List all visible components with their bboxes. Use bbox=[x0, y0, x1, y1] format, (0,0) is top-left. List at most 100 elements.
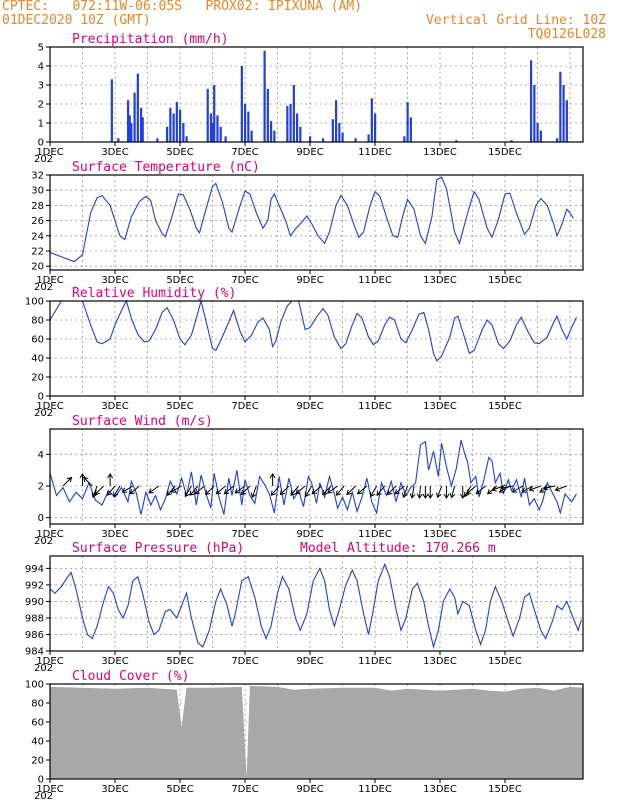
wind-arrow bbox=[427, 486, 434, 499]
precip-bar bbox=[539, 130, 542, 142]
year-fragment: 202 bbox=[34, 408, 53, 419]
xtick-label: 9DEC bbox=[296, 401, 323, 412]
precip-bar bbox=[565, 100, 568, 142]
wind-arrow bbox=[511, 485, 524, 493]
xtick-label: 5DEC bbox=[166, 401, 193, 412]
ytick-label: 80 bbox=[31, 316, 44, 327]
precip-bar bbox=[559, 71, 562, 142]
precip-bar bbox=[209, 113, 213, 142]
wind-arrow bbox=[321, 485, 332, 496]
wind-arrow bbox=[401, 485, 408, 499]
year-fragment: 202 bbox=[34, 663, 53, 674]
wind-arrow bbox=[170, 485, 182, 493]
precip-bar bbox=[510, 140, 513, 142]
header-line1: CPTEC: 072:11W-06:05S PROX02: IPIXUNA (A… bbox=[2, 0, 363, 14]
ytick-label: 22 bbox=[31, 247, 44, 258]
panel-title: Surface Wind (m/s) bbox=[72, 414, 213, 429]
xtick-label: 1DEC bbox=[36, 275, 63, 286]
precip-bar bbox=[409, 117, 412, 142]
precip-bar bbox=[331, 119, 334, 142]
xtick-label: 3DEC bbox=[101, 401, 128, 412]
precip-bar bbox=[455, 140, 458, 142]
panel-annotation: Model Altitude: 170.266 m bbox=[300, 541, 496, 556]
xtick-label: 1DEC bbox=[36, 401, 63, 412]
ytick-label: 100 bbox=[25, 680, 44, 691]
header-date: 01DEC2020 10Z (GMT) bbox=[2, 13, 151, 28]
wind-arrow bbox=[449, 485, 456, 499]
precip-bar bbox=[156, 138, 159, 142]
xtick-label: 5DEC bbox=[166, 656, 193, 667]
ytick-label: 988 bbox=[25, 613, 44, 624]
ytick-label: 60 bbox=[31, 335, 44, 346]
year-fragment: 202 bbox=[34, 154, 53, 165]
precip-bar bbox=[216, 115, 219, 142]
ytick-label: 32 bbox=[31, 171, 44, 182]
precip-bar bbox=[338, 123, 341, 142]
precip-bar bbox=[169, 107, 172, 142]
xtick-label: 3DEC bbox=[101, 656, 128, 667]
wind-arrow bbox=[335, 485, 345, 496]
wind-arrow bbox=[279, 485, 290, 496]
xtick-label: 13DEC bbox=[423, 656, 457, 667]
ytick-label: 2 bbox=[38, 100, 44, 111]
xtick-label: 7DEC bbox=[231, 275, 258, 286]
wind-arrow bbox=[528, 485, 541, 492]
wind-arrow bbox=[79, 473, 86, 486]
wind-arrow bbox=[443, 486, 450, 499]
wind-arrow bbox=[94, 485, 104, 496]
wind-arrow bbox=[250, 485, 257, 499]
wind-arrow bbox=[521, 485, 533, 493]
xtick-label: 5DEC bbox=[166, 275, 193, 286]
xtick-label: 7DEC bbox=[231, 656, 258, 667]
precip-bar bbox=[211, 123, 214, 142]
ytick-label: 0 bbox=[38, 138, 44, 149]
precip-bar bbox=[250, 130, 253, 142]
xtick-label: 9DEC bbox=[296, 147, 323, 158]
ytick-label: 986 bbox=[25, 630, 44, 641]
xtick-label: 11DEC bbox=[358, 529, 392, 540]
xtick-label: 1DEC bbox=[36, 147, 63, 158]
wind-arrow bbox=[223, 485, 234, 495]
precip-bar bbox=[136, 73, 139, 142]
precip-bar bbox=[335, 100, 338, 142]
precip-bar bbox=[206, 88, 209, 142]
precip-bar bbox=[117, 138, 120, 142]
panel-frame bbox=[49, 46, 584, 143]
precip-bar bbox=[289, 104, 292, 142]
precip-bar bbox=[292, 85, 295, 142]
panel-frame bbox=[49, 683, 584, 780]
wind-arrow bbox=[106, 485, 116, 496]
ytick-label: 990 bbox=[25, 597, 44, 608]
xtick-label: 13DEC bbox=[423, 401, 457, 412]
precip-bar bbox=[141, 117, 144, 142]
ytick-label: 80 bbox=[31, 699, 44, 710]
ytick-label: 20 bbox=[31, 262, 44, 273]
ytick-label: 0 bbox=[38, 513, 44, 524]
precip-bar bbox=[140, 107, 143, 142]
wind-arrow bbox=[304, 485, 313, 498]
ytick-label: 4 bbox=[38, 450, 44, 461]
wind-arrow bbox=[148, 485, 160, 494]
series-line bbox=[49, 298, 577, 362]
precip-bar bbox=[179, 109, 182, 142]
ytick-label: 40 bbox=[31, 354, 44, 365]
panel-frame bbox=[49, 300, 584, 397]
wind-arrow bbox=[166, 485, 176, 496]
precip-bar bbox=[127, 100, 130, 142]
precip-bar bbox=[224, 136, 227, 142]
wind-arrow bbox=[475, 485, 486, 495]
panel-frame bbox=[49, 555, 584, 652]
cloud-area bbox=[50, 685, 583, 779]
xtick-label: 3DEC bbox=[101, 784, 128, 795]
xtick-label: 11DEC bbox=[358, 275, 392, 286]
wind-arrow bbox=[129, 485, 140, 495]
precip-bar bbox=[562, 85, 565, 142]
xtick-label: 15DEC bbox=[488, 147, 522, 158]
panel-frame bbox=[49, 174, 584, 271]
wind-arrow bbox=[240, 485, 251, 496]
panel-frame bbox=[49, 428, 584, 525]
wind-arrow bbox=[422, 486, 429, 499]
precip-bar bbox=[374, 113, 377, 142]
ytick-label: 5 bbox=[38, 43, 44, 54]
precip-bar bbox=[341, 132, 344, 142]
